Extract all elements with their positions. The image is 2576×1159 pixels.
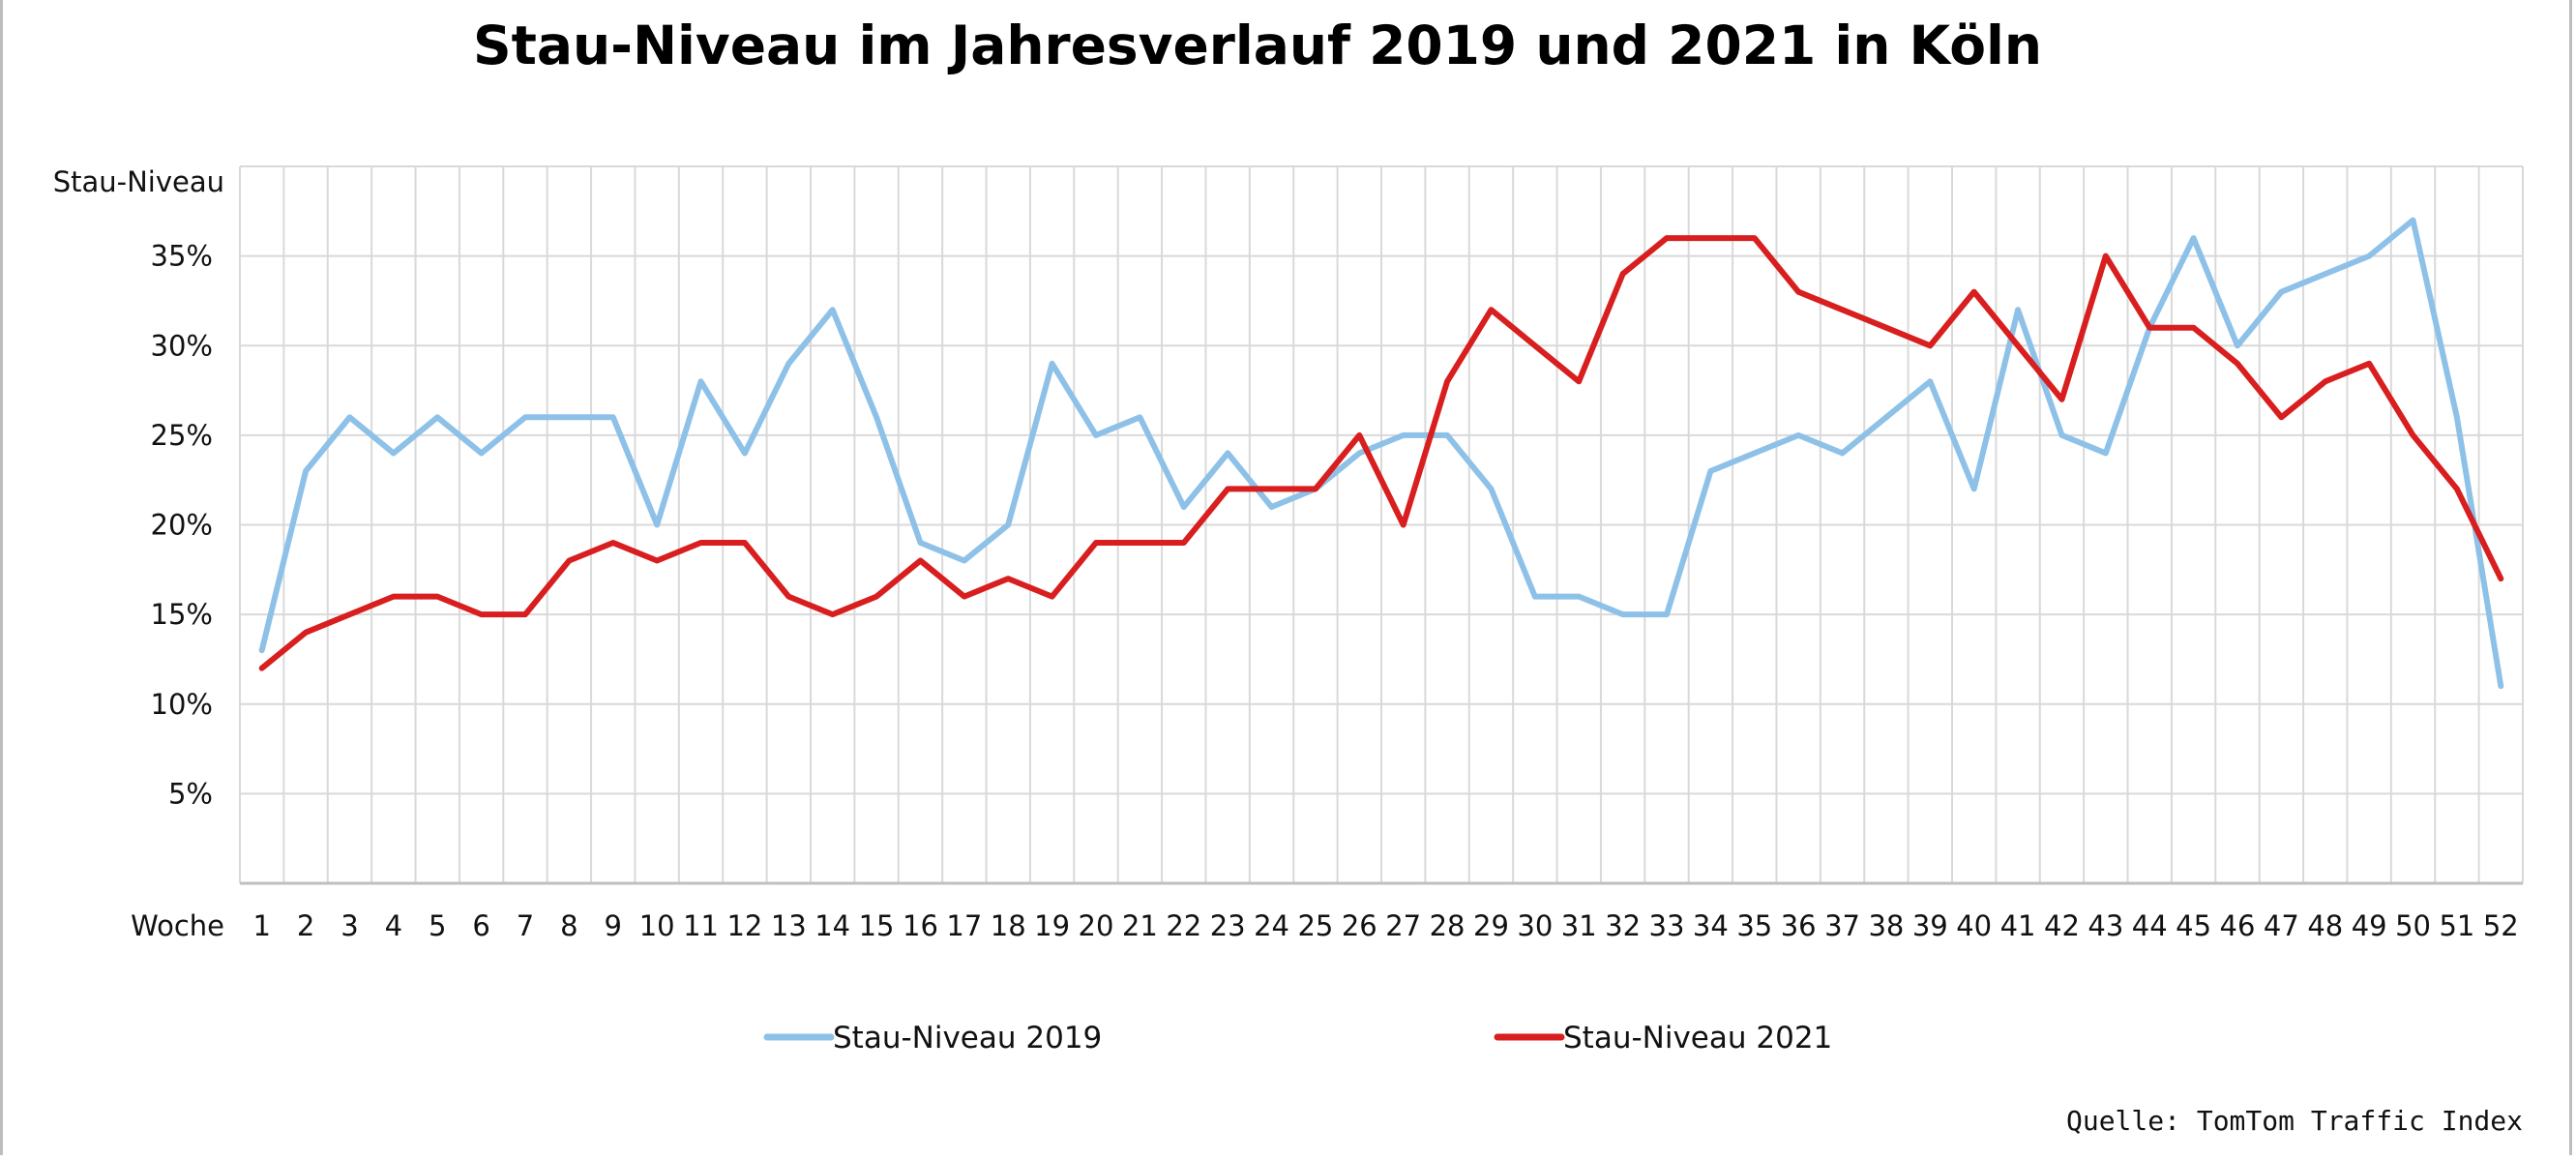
x-tick-label: 5	[429, 909, 446, 942]
x-tick-label: 1	[252, 909, 270, 942]
x-tick-label: 14	[814, 909, 850, 942]
y-tick-label: 35%	[151, 240, 213, 273]
x-tick-label: 20	[1079, 909, 1114, 942]
x-tick-label: 19	[1034, 909, 1070, 942]
x-tick-label: 51	[2439, 909, 2474, 942]
x-tick-label: 26	[1342, 909, 1377, 942]
x-tick-label: 39	[1912, 909, 1948, 942]
x-tick-label: 13	[771, 909, 807, 942]
y-tick-label: 25%	[151, 419, 213, 452]
source-note: Quelle: TomTom Traffic Index	[2066, 1105, 2523, 1137]
x-tick-label: 28	[1430, 909, 1466, 942]
y-tick-label: 15%	[151, 598, 213, 631]
legend: Stau-Niveau 2019 Stau-Niveau 2021	[763, 1021, 1832, 1055]
x-tick-label: 38	[1868, 909, 1904, 942]
x-tick-label: 45	[2176, 909, 2211, 942]
series-lines	[258, 217, 2504, 690]
x-tick-label: 30	[1517, 909, 1553, 942]
x-tick-label: 36	[1781, 909, 1817, 942]
y-tick-label: 5%	[168, 777, 213, 810]
y-tick-label: 20%	[151, 509, 213, 542]
x-tick-label: 27	[1385, 909, 1421, 942]
x-tick-label: 17	[946, 909, 982, 942]
x-tick-label: 47	[2264, 909, 2299, 942]
x-tick-label: 49	[2352, 909, 2387, 942]
x-tick-label: 25	[1297, 909, 1333, 942]
y-tick-labels: 5% 10% 15% 20% 25% 30% 35%	[151, 240, 213, 811]
x-tick-label: 41	[2000, 909, 2036, 942]
x-tick-label: 22	[1166, 909, 1201, 942]
x-tick-label: 34	[1693, 909, 1729, 942]
x-tick-label: 21	[1122, 909, 1158, 942]
x-tick-label: 16	[903, 909, 938, 942]
x-tick-label: 43	[2087, 909, 2123, 942]
x-tick-label: 11	[683, 909, 719, 942]
legend-label: Stau-Niveau 2021	[1563, 1021, 1832, 1055]
x-tick-label: 29	[1473, 909, 1509, 942]
x-tick-label: 2	[297, 909, 314, 942]
chart-title: Stau-Niveau im Jahresverlauf 2019 und 20…	[473, 15, 2042, 76]
x-tick-label: 37	[1824, 909, 1860, 942]
x-tick-label: 40	[1956, 909, 1992, 942]
x-tick-label: 8	[560, 909, 577, 942]
x-tick-label: 52	[2483, 909, 2519, 942]
y-axis-label: Stau-Niveau	[53, 165, 224, 198]
grid	[239, 165, 2524, 885]
series-line-2021	[258, 235, 2504, 671]
x-tick-label: 50	[2395, 909, 2431, 942]
y-tick-label: 30%	[151, 329, 213, 362]
x-tick-label: 42	[2044, 909, 2080, 942]
x-tick-label: 7	[517, 909, 534, 942]
x-tick-label: 9	[605, 909, 622, 942]
x-tick-label: 35	[1736, 909, 1772, 942]
x-tick-label: 12	[726, 909, 762, 942]
x-axis-label: Woche	[131, 909, 224, 942]
x-tick-label: 10	[639, 909, 675, 942]
x-tick-label: 3	[341, 909, 358, 942]
x-tick-label: 24	[1254, 909, 1289, 942]
x-tick-label: 18	[991, 909, 1026, 942]
x-tick-label: 4	[385, 909, 402, 942]
x-tick-label: 15	[859, 909, 895, 942]
x-tick-label: 23	[1210, 909, 1246, 942]
x-tick-label: 48	[2307, 909, 2343, 942]
y-tick-label: 10%	[151, 688, 213, 721]
series-line-2019	[258, 217, 2504, 690]
x-tick-label: 33	[1649, 909, 1685, 942]
x-tick-labels: 1 2 3 4 5 6 7 8 9 10 11 12 13 14 15 16 17 18 19 20 21 22 23 24 2…	[252, 909, 2518, 942]
x-tick-label: 31	[1561, 909, 1597, 942]
x-tick-label: 46	[2220, 909, 2256, 942]
x-tick-label: 44	[2132, 909, 2168, 942]
x-tick-label: 32	[1605, 909, 1641, 942]
x-tick-label: 6	[472, 909, 489, 942]
legend-label: Stau-Niveau 2019	[833, 1021, 1102, 1055]
